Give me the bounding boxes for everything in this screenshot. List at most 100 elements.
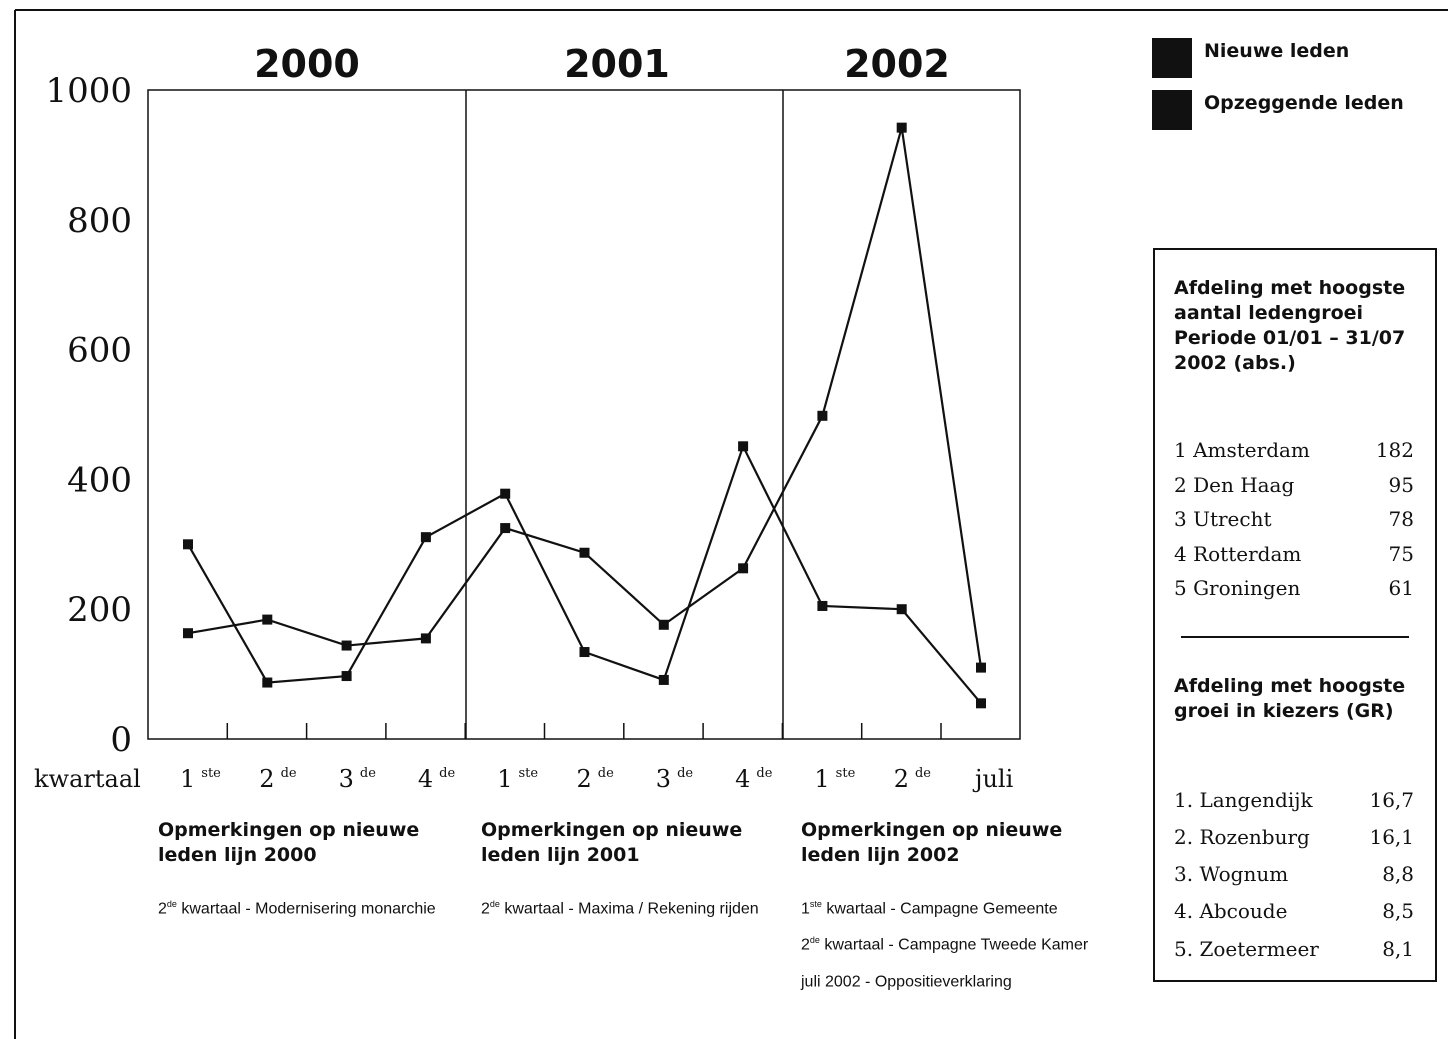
ranking-name: 2. Rozenburg	[1174, 825, 1310, 849]
data-point	[500, 523, 511, 534]
ranking-value: 75	[1388, 542, 1414, 566]
note-superscript: ste	[809, 899, 822, 909]
year-heading: 2000	[254, 42, 360, 86]
ranking-title-ledengroei: Afdeling met hoogste aantal ledengroei P…	[1174, 277, 1406, 374]
ranking-value: 182	[1375, 438, 1414, 462]
data-point	[896, 122, 907, 133]
legend-label: Nieuwe leden	[1204, 40, 1350, 62]
ranking-value: 8,1	[1382, 937, 1414, 961]
ranking-value: 16,1	[1369, 825, 1414, 849]
x-tick-label: 1 ste	[814, 765, 855, 793]
series-line-nieuwe-leden	[187, 443, 982, 705]
ranking-value: 16,7	[1369, 788, 1414, 812]
ranking-value: 78	[1388, 507, 1414, 531]
ranking-name: 1 Amsterdam	[1174, 438, 1310, 462]
data-point	[579, 647, 590, 658]
data-point	[976, 698, 986, 709]
data-point	[579, 547, 590, 558]
note-prefix: 2	[158, 900, 167, 918]
y-tick-label: 400	[67, 460, 132, 500]
year-heading: 2002	[844, 42, 950, 86]
data-point	[738, 563, 749, 574]
ranking-row: 1. Langendijk 16,7	[1174, 788, 1414, 818]
ranking-row: 4. Abcoude 8,5	[1174, 899, 1414, 929]
ranking-name: 2 Den Haag	[1174, 473, 1295, 497]
ranking-row: 2. Rozenburg 16,1	[1174, 825, 1414, 855]
x-tick-label: 2 de	[259, 765, 297, 793]
data-point	[658, 674, 669, 685]
y-tick-label: 0	[110, 720, 132, 760]
legend-swatch	[1152, 38, 1192, 78]
ranking-name: 3 Utrecht	[1174, 507, 1272, 531]
notes-2000: Opmerkingen op nieuwe leden lijn 2000 2d…	[158, 818, 454, 930]
note-item: 2de kwartaal - Campagne Tweede Kamer	[801, 930, 1097, 955]
ranking-value: 61	[1388, 576, 1414, 600]
y-tick-label: 600	[67, 331, 132, 371]
ranking-value: 8,5	[1382, 899, 1414, 923]
box-divider	[1181, 636, 1409, 638]
ranking-row: 3 Utrecht 78	[1174, 507, 1414, 537]
data-point	[658, 619, 669, 630]
x-tick-label: 3 de	[339, 765, 377, 793]
ranking-row: 3. Wognum 8,8	[1174, 862, 1414, 892]
notes-list: 2de kwartaal - Maxima / Rekening rijden	[481, 894, 777, 919]
note-text: juli 2002 - Oppositieverklaring	[801, 972, 1012, 990]
note-superscript: de	[809, 935, 820, 946]
data-point	[262, 614, 273, 625]
notes-list: 1ste kwartaal - Campagne Gemeente 2de kw…	[801, 894, 1097, 992]
notes-2002: Opmerkingen op nieuwe leden lijn 2002 1s…	[801, 818, 1097, 1003]
data-point	[738, 441, 749, 452]
ranking-name: 4. Abcoude	[1174, 899, 1288, 923]
note-item: juli 2002 - Oppositieverklaring	[801, 967, 1097, 992]
ranking-box: Afdeling met hoogste aantal ledengroei P…	[1153, 248, 1437, 982]
note-item: 1ste kwartaal - Campagne Gemeente	[801, 894, 1097, 919]
note-item: 2de kwartaal - Maxima / Rekening rijden	[481, 894, 777, 919]
ranking-row: 4 Rotterdam 75	[1174, 542, 1414, 572]
note-superscript: de	[166, 899, 177, 909]
notes-2001: Opmerkingen op nieuwe leden lijn 2001 2d…	[481, 818, 777, 930]
data-point	[183, 539, 193, 550]
ranking-name: 5 Groningen	[1174, 576, 1301, 600]
note-superscript: de	[489, 899, 500, 909]
ranking-value: 8,8	[1382, 862, 1414, 886]
ranking-row: 1 Amsterdam 182	[1174, 438, 1414, 468]
x-tick-label: 4 de	[418, 765, 456, 793]
ranking-name: 3. Wognum	[1174, 862, 1289, 886]
notes-title: Opmerkingen op nieuwe leden lijn 2001	[481, 819, 743, 866]
legend-swatch	[1152, 90, 1192, 130]
data-point	[183, 628, 193, 639]
x-tick-label: 1 ste	[180, 765, 221, 793]
ranking-name: 5. Zoetermeer	[1174, 937, 1319, 961]
data-point	[341, 671, 352, 682]
y-tick-label: 200	[67, 590, 132, 630]
x-tick-label: 2 de	[577, 765, 615, 793]
y-tick-label: 1000	[45, 71, 132, 111]
note-text: kwartaal - Modernisering monarchie	[176, 900, 436, 918]
data-point	[262, 677, 273, 688]
ranking-row: 2 Den Haag 95	[1174, 473, 1414, 503]
ranking-name: 1. Langendijk	[1174, 788, 1313, 812]
data-point	[817, 600, 828, 611]
x-tick-label: 2 de	[894, 765, 932, 793]
x-tick-label: 3 de	[656, 765, 694, 793]
y-tick-label: 800	[67, 201, 132, 241]
note-prefix: 2	[481, 900, 490, 918]
data-point	[341, 640, 352, 651]
x-tick-label: juli	[972, 765, 1014, 793]
legend-label: Opzeggende leden	[1204, 92, 1404, 114]
data-point	[896, 604, 907, 615]
data-point	[420, 633, 431, 644]
x-axis-label: kwartaal	[34, 765, 141, 793]
data-point	[817, 410, 828, 421]
x-tick-label: 1 ste	[497, 765, 538, 793]
note-text: kwartaal - Campagne Tweede Kamer	[819, 936, 1089, 954]
note-prefix: 2	[801, 936, 810, 954]
notes-title: Opmerkingen op nieuwe leden lijn 2000	[158, 819, 420, 866]
year-heading: 2001	[564, 42, 670, 86]
x-tick-label: 4 de	[735, 765, 773, 793]
data-point	[420, 532, 431, 543]
notes-title: Opmerkingen op nieuwe leden lijn 2002	[801, 819, 1063, 866]
plot-area	[147, 89, 1021, 740]
notes-list: 2de kwartaal - Modernisering monarchie	[158, 894, 454, 919]
note-prefix: 1	[801, 900, 810, 918]
